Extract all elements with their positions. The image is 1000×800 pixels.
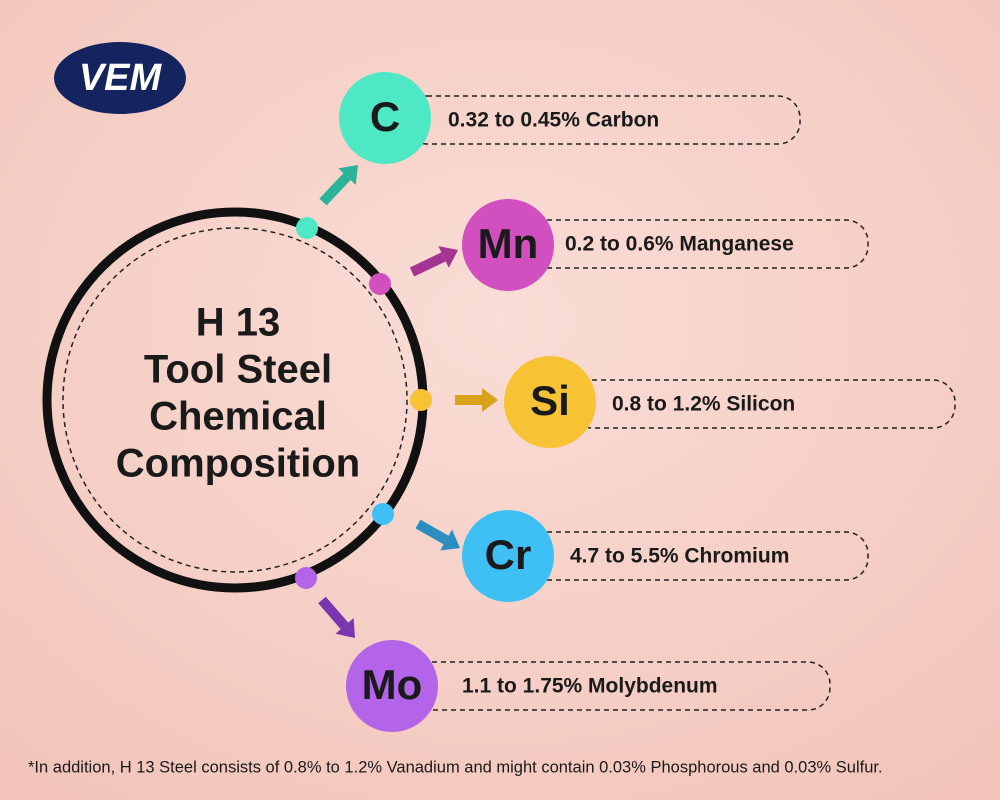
arrow-shaft [415,519,449,545]
arrow-shaft [409,252,446,277]
title-line: Composition [116,442,360,486]
ring-dot [372,503,394,525]
element-label: 4.7 to 5.5% Chromium [570,545,789,568]
ring-dot [296,217,318,239]
element-circle [504,356,596,448]
element-symbol: Mn [478,220,539,267]
title-line: H 13 [196,301,281,345]
element-label: 1.1 to 1.75% Molybdenum [462,675,718,698]
arrow-head [438,246,458,268]
element-circle [462,199,554,291]
arrow-head [482,388,498,412]
element-symbol: Mo [362,661,423,708]
logo-badge [54,42,186,114]
ring-dot [295,567,317,589]
ring-dot [410,389,432,411]
elements: C 0.32 to 0.45% Carbon Mn 0.2 to 0.6% Manga… [295,72,956,732]
element-circle [346,640,438,732]
label-pill [524,531,869,581]
logo: VEM [79,57,163,99]
element-circle [462,510,554,602]
footnote: *In addition, H 13 Steel consists of 0.8… [28,758,883,776]
element-circle [339,72,431,164]
arrow-shaft [319,173,351,206]
element-label: 0.8 to 1.2% Silicon [612,393,795,416]
label-pill [524,219,869,269]
arrow-head [440,529,460,551]
element-label: 0.2 to 0.6% Manganese [565,233,794,256]
arrow-head [338,165,358,185]
element-symbol: Si [530,377,570,424]
element-symbol: Cr [485,531,532,578]
ring-dot [369,273,391,295]
arrow-head [335,618,355,638]
arrow-shaft [318,596,349,630]
title-line: Tool Steel [144,348,332,392]
title-line: Chemical [149,395,327,439]
element-symbol: C [370,93,400,140]
inner-ring [62,227,408,573]
element-label: 0.32 to 0.45% Carbon [448,109,659,132]
